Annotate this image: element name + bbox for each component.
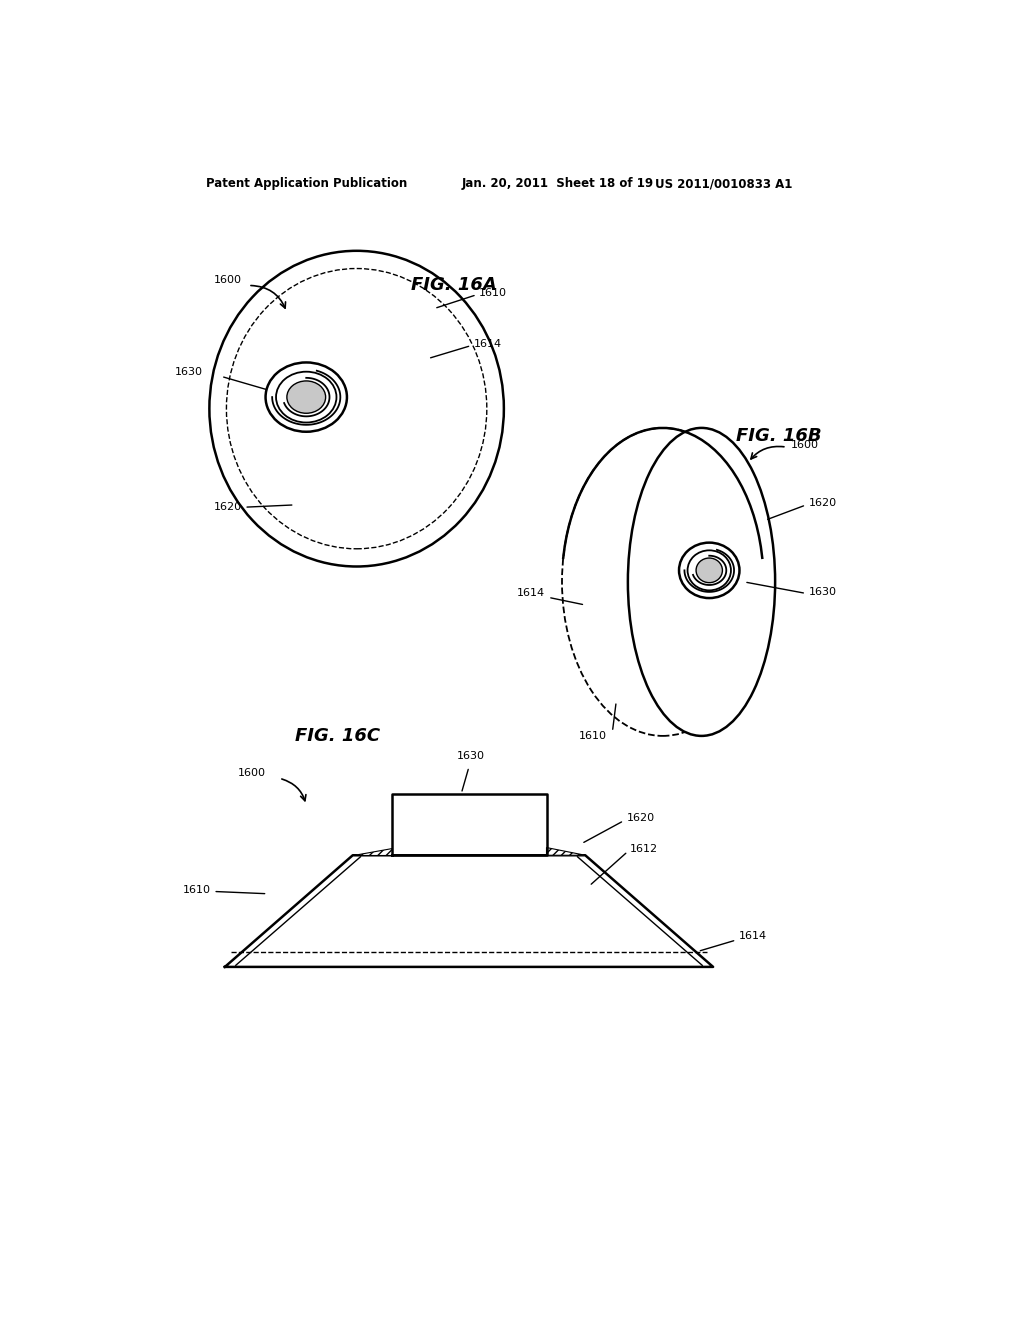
- Text: Patent Application Publication: Patent Application Publication: [206, 177, 407, 190]
- Ellipse shape: [696, 558, 722, 582]
- Text: 1630: 1630: [809, 587, 837, 597]
- Text: 1612: 1612: [630, 843, 658, 854]
- Text: 1620: 1620: [214, 502, 242, 512]
- Text: US 2011/0010833 A1: US 2011/0010833 A1: [655, 177, 793, 190]
- Text: FIG. 16B: FIG. 16B: [736, 426, 822, 445]
- Ellipse shape: [562, 428, 764, 737]
- Text: 1614: 1614: [517, 589, 545, 598]
- Text: 1600: 1600: [214, 275, 242, 285]
- Text: 1630: 1630: [175, 367, 203, 376]
- Ellipse shape: [276, 372, 337, 422]
- Ellipse shape: [628, 428, 775, 737]
- Text: 1614: 1614: [474, 339, 502, 348]
- Text: FIG. 16C: FIG. 16C: [295, 727, 380, 744]
- Polygon shape: [352, 847, 391, 855]
- Ellipse shape: [209, 251, 504, 566]
- Ellipse shape: [287, 381, 326, 413]
- Text: 1610: 1610: [579, 731, 607, 741]
- Text: FIG. 16A: FIG. 16A: [411, 276, 497, 294]
- Text: 1610: 1610: [479, 288, 507, 298]
- Text: 1620: 1620: [627, 813, 655, 824]
- Ellipse shape: [265, 363, 347, 432]
- Polygon shape: [547, 847, 586, 855]
- Text: Jan. 20, 2011  Sheet 18 of 19: Jan. 20, 2011 Sheet 18 of 19: [461, 177, 653, 190]
- Text: 1620: 1620: [809, 499, 837, 508]
- Ellipse shape: [687, 550, 731, 590]
- Text: 1600: 1600: [791, 440, 818, 450]
- Ellipse shape: [679, 543, 739, 598]
- Text: 1614: 1614: [738, 931, 767, 941]
- Text: 1630: 1630: [457, 751, 484, 762]
- Text: 1600: 1600: [238, 768, 266, 777]
- Text: 1610: 1610: [183, 884, 211, 895]
